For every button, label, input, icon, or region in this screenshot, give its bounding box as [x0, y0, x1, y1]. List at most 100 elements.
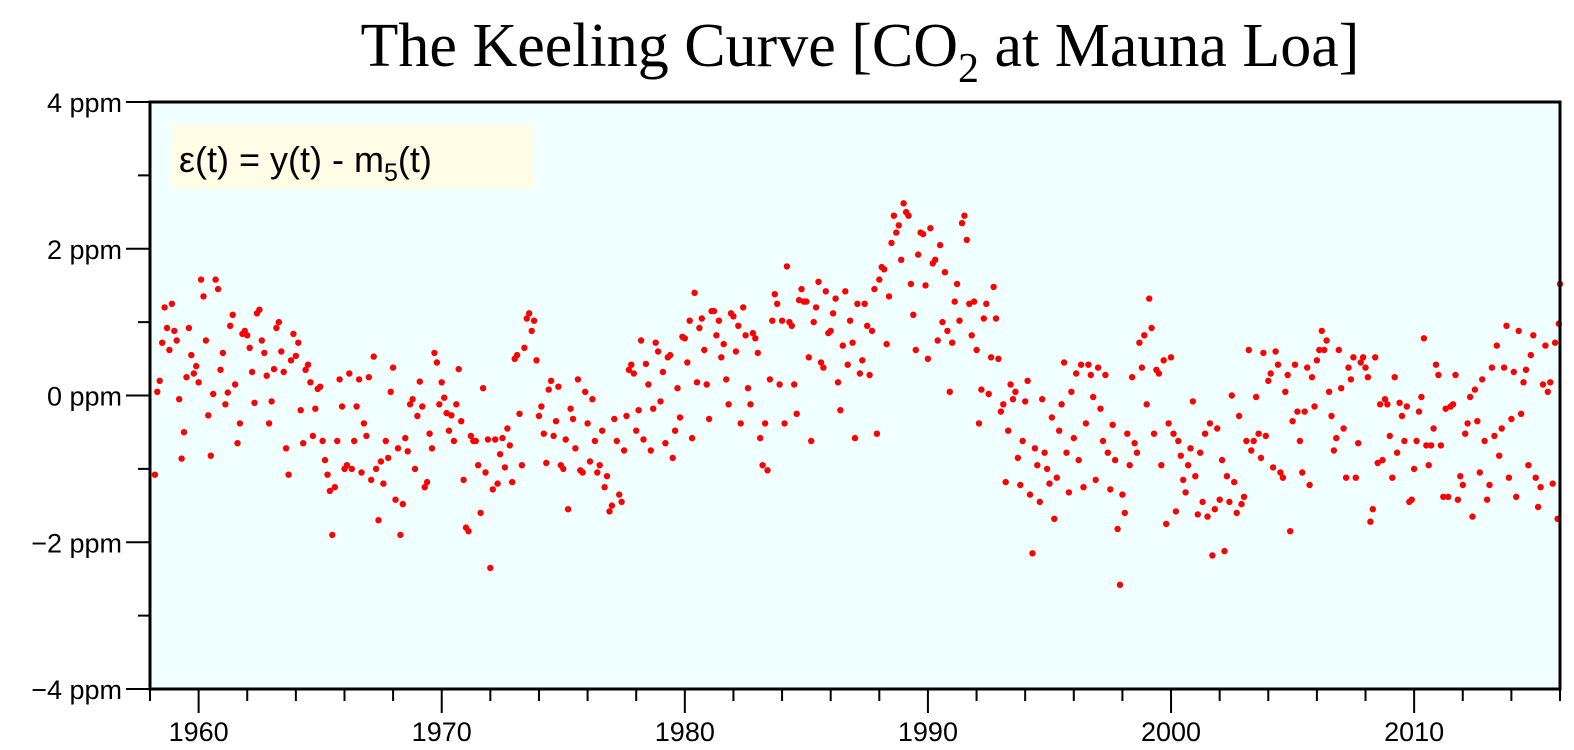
data-point: [900, 200, 907, 207]
data-point: [803, 298, 810, 305]
data-point: [543, 459, 550, 467]
data-point: [822, 288, 829, 295]
data-point: [409, 396, 416, 403]
data-point: [171, 327, 178, 335]
data-point: [394, 445, 402, 452]
data-point: [723, 376, 730, 383]
x-tick-label: 1960: [169, 717, 229, 747]
y-tick-label: 4 ppm: [47, 88, 122, 118]
data-point: [231, 381, 239, 388]
data-point: [538, 403, 545, 410]
data-point: [1515, 327, 1522, 335]
data-point: [975, 420, 983, 427]
data-point: [864, 322, 871, 329]
data-point: [961, 212, 968, 219]
data-point: [265, 420, 273, 427]
data-point: [740, 304, 747, 311]
data-point: [781, 420, 788, 427]
data-point: [1513, 493, 1520, 500]
data-point: [754, 349, 761, 357]
data-point: [596, 462, 603, 469]
data-point: [973, 346, 980, 354]
data-point: [251, 399, 258, 406]
data-point: [317, 383, 324, 390]
data-point: [842, 288, 849, 295]
data-point: [1328, 412, 1335, 420]
data-point: [1362, 364, 1369, 371]
data-point: [1002, 478, 1009, 486]
data-point: [433, 359, 441, 366]
data-point: [939, 318, 946, 326]
data-point: [482, 469, 489, 476]
data-point: [1471, 386, 1479, 393]
data-point: [547, 377, 555, 384]
data-point: [292, 352, 300, 360]
data-point: [866, 371, 873, 379]
data-point: [297, 407, 304, 414]
data-point: [530, 317, 538, 324]
data-point: [1014, 454, 1022, 462]
data-point: [280, 368, 287, 376]
data-point: [608, 502, 616, 509]
data-point: [436, 401, 443, 408]
data-point: [922, 282, 929, 289]
data-point: [494, 480, 501, 487]
data-point: [788, 322, 795, 329]
data-point: [290, 330, 297, 338]
data-point: [659, 368, 667, 376]
data-point: [411, 465, 419, 473]
data-point: [1350, 354, 1357, 361]
data-point: [1420, 335, 1428, 342]
data-point: [302, 366, 309, 373]
data-point: [338, 403, 346, 410]
data-point: [1442, 405, 1449, 412]
data-point: [475, 462, 482, 469]
data-point: [307, 379, 314, 386]
data-point: [725, 401, 732, 408]
data-point: [285, 471, 292, 478]
data-point: [523, 315, 530, 322]
data-point: [1389, 474, 1396, 481]
data-point: [455, 365, 462, 373]
data-point: [912, 346, 919, 354]
data-point: [1496, 452, 1503, 459]
data-point: [1036, 498, 1044, 506]
data-point: [613, 437, 620, 445]
x-tick-label: 2010: [1384, 717, 1444, 747]
data-point: [1228, 392, 1236, 399]
data-point: [713, 332, 720, 339]
data-point: [1277, 469, 1284, 476]
data-point: [674, 385, 681, 392]
data-point: [1177, 452, 1185, 459]
data-point: [1306, 481, 1313, 489]
data-point: [499, 434, 506, 442]
data-point: [693, 379, 701, 386]
formula-annotation-background: [172, 125, 534, 189]
data-point: [246, 344, 253, 351]
data-point: [545, 386, 552, 393]
data-point: [1457, 473, 1464, 480]
data-point: [1204, 513, 1211, 520]
data-point: [1410, 465, 1418, 473]
data-point: [1148, 324, 1155, 332]
data-point: [521, 344, 528, 351]
data-point: [1043, 465, 1051, 473]
data-point: [1445, 493, 1452, 500]
data-point: [881, 266, 888, 273]
data-point: [1325, 388, 1333, 395]
data-point: [1357, 359, 1364, 366]
data-point: [832, 295, 839, 302]
data-point: [1267, 370, 1274, 377]
data-point: [1291, 361, 1299, 368]
data-point: [375, 517, 382, 524]
data-point: [1223, 473, 1231, 480]
data-point: [1308, 374, 1316, 381]
data-point: [423, 478, 431, 486]
data-point: [1386, 432, 1394, 440]
data-point: [1527, 351, 1535, 359]
data-point: [1522, 366, 1530, 373]
data-point: [584, 420, 591, 427]
y-tick-label: 0 ppm: [47, 382, 122, 412]
data-point: [421, 484, 428, 491]
data-point: [795, 296, 803, 304]
